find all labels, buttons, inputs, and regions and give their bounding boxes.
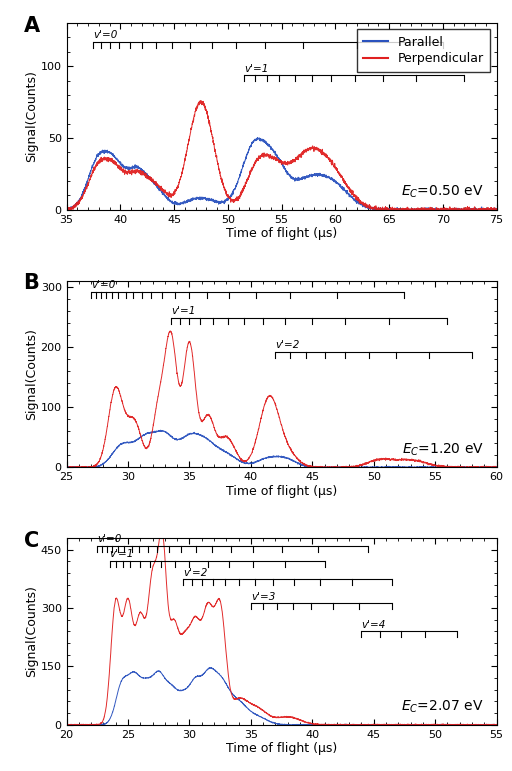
Legend: Parallel, Perpendicular: Parallel, Perpendicular: [357, 29, 490, 72]
Text: v'=1: v'=1: [110, 549, 134, 559]
Y-axis label: Signal(Counts): Signal(Counts): [25, 328, 38, 420]
Text: $E_C$=2.07 eV: $E_C$=2.07 eV: [401, 699, 484, 715]
Text: v'=4: v'=4: [361, 620, 386, 630]
X-axis label: Time of flight (μs): Time of flight (μs): [226, 227, 337, 241]
Text: B: B: [24, 273, 39, 293]
X-axis label: Time of flight (μs): Time of flight (μs): [226, 742, 337, 756]
Text: C: C: [24, 530, 39, 550]
Text: v'=0: v'=0: [91, 281, 116, 291]
Text: $E_C$=1.20 eV: $E_C$=1.20 eV: [402, 442, 484, 458]
Text: $E_C$=0.50 eV: $E_C$=0.50 eV: [401, 184, 484, 200]
Text: v'=2: v'=2: [275, 340, 300, 350]
Text: v'=1: v'=1: [171, 306, 196, 316]
Text: v'=3: v'=3: [251, 592, 275, 602]
Y-axis label: Signal(Counts): Signal(Counts): [25, 585, 38, 678]
Y-axis label: Signal(Counts): Signal(Counts): [25, 70, 38, 163]
Text: v'=0: v'=0: [97, 534, 122, 544]
Text: A: A: [24, 15, 39, 35]
Text: v'=2: v'=2: [183, 567, 208, 577]
Text: v'=1: v'=1: [244, 64, 268, 74]
Text: v'=0: v'=0: [94, 30, 118, 40]
X-axis label: Time of flight (μs): Time of flight (μs): [226, 485, 337, 498]
